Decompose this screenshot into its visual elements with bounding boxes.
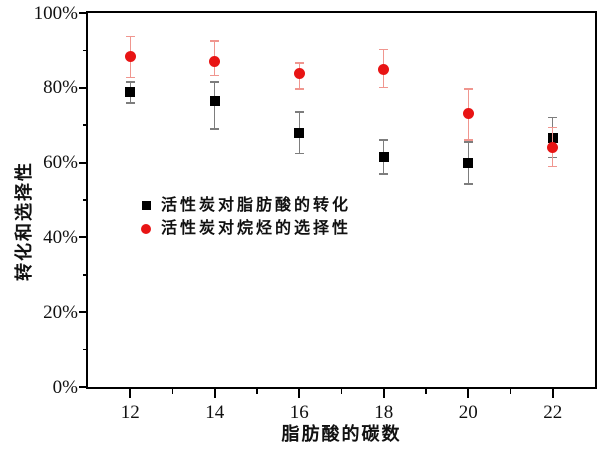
x-axis-minor-tick: [340, 389, 343, 394]
x-axis-major-tick: [467, 389, 470, 398]
error-bar-cap-top: [125, 81, 135, 83]
legend-circle-marker-icon: [138, 221, 154, 237]
data-point-circle: [378, 63, 390, 75]
error-bar-cap-top: [294, 62, 304, 64]
y-tick-label: 0%: [52, 376, 78, 398]
legend-item-selectivity: 活性炭对烷烃的选择性: [138, 217, 351, 240]
x-axis-minor-tick: [509, 389, 512, 394]
legend-item-conversion: 活性炭对脂肪酸的转化: [138, 194, 351, 217]
y-tick-label: 100%: [33, 2, 78, 24]
x-tick-label: 22: [543, 402, 563, 423]
error-bar-cap-top: [379, 139, 389, 141]
error-bar-cap-bottom: [548, 165, 558, 168]
error-bar-cap-bottom: [379, 86, 389, 89]
y-axis-major-tick: [79, 236, 88, 239]
legend-label-conversion: 活性炭对脂肪酸的转化: [161, 197, 352, 214]
error-bar-cap-top: [379, 48, 389, 51]
legend: 活性炭对脂肪酸的转化 活性炭对烷烃的选择性: [138, 194, 351, 240]
error-bar-cap-bottom: [294, 152, 304, 154]
y-tick-label: 40%: [43, 226, 78, 248]
data-point-square: [294, 127, 305, 138]
x-axis-major-tick: [129, 389, 132, 398]
x-axis-title: 脂肪酸的碳数: [281, 424, 402, 444]
y-tick-label: 80%: [43, 77, 78, 99]
x-axis-minor-tick: [256, 389, 258, 394]
x-tick-label: 16: [289, 402, 309, 423]
y-axis-minor-tick: [83, 199, 88, 201]
y-axis-minor-tick: [83, 124, 88, 126]
error-bar-cap-top: [463, 88, 473, 90]
y-axis-minor-tick: [83, 348, 88, 351]
data-point-circle: [124, 51, 136, 63]
y-axis-minor-tick: [83, 274, 88, 276]
y-axis-major-tick: [79, 161, 88, 164]
x-tick-label: 12: [120, 402, 140, 423]
y-tick-label: 60%: [43, 152, 78, 174]
y-axis-minor-tick: [83, 49, 88, 52]
data-point-circle: [209, 56, 221, 68]
error-bar-cap-bottom: [463, 139, 473, 141]
data-point-circle: [293, 68, 305, 80]
legend-square-marker-icon: [138, 198, 154, 214]
error-bar-cap-bottom: [125, 76, 135, 79]
error-bar-cap-bottom: [463, 183, 473, 185]
y-axis-major-tick: [79, 86, 88, 89]
data-point-square: [463, 157, 474, 168]
x-axis-major-tick: [551, 389, 554, 398]
data-point-square: [209, 95, 220, 106]
x-axis-minor-tick: [171, 389, 174, 394]
error-bar-cap-top: [548, 126, 558, 129]
x-tick-label: 18: [374, 402, 394, 423]
y-axis-major-tick: [79, 386, 88, 388]
error-bar-cap-top: [125, 35, 135, 38]
y-axis-title: 转化和选择性: [14, 161, 34, 281]
x-tick-label: 14: [205, 402, 225, 423]
error-bar-cap-top: [548, 116, 558, 119]
error-bar-cap-bottom: [210, 74, 220, 77]
error-bar-cap-top: [294, 111, 304, 113]
x-axis-major-tick: [298, 389, 301, 398]
data-point-square: [125, 86, 136, 97]
error-bar-cap-bottom: [210, 128, 220, 130]
x-axis-major-tick: [213, 389, 216, 398]
error-bar-cap-bottom: [125, 102, 135, 104]
data-point-square: [378, 151, 389, 162]
error-bar-cap-top: [463, 141, 473, 143]
x-axis-major-tick: [382, 389, 385, 398]
data-point-circle: [547, 142, 559, 154]
x-axis-minor-tick: [425, 389, 427, 394]
y-axis-major-tick: [79, 311, 88, 314]
error-bar-cap-bottom: [379, 173, 389, 175]
data-point-circle: [462, 108, 474, 120]
y-tick-label: 20%: [43, 301, 78, 323]
error-bar-cap-top: [210, 40, 220, 42]
error-bar-cap-bottom: [294, 88, 304, 90]
error-bar-cap-top: [210, 81, 220, 83]
y-axis-major-tick: [79, 12, 88, 14]
x-tick-label: 20: [458, 402, 478, 423]
legend-label-selectivity: 活性炭对烷烃的选择性: [161, 220, 352, 237]
plot-data-layer: [88, 13, 595, 387]
